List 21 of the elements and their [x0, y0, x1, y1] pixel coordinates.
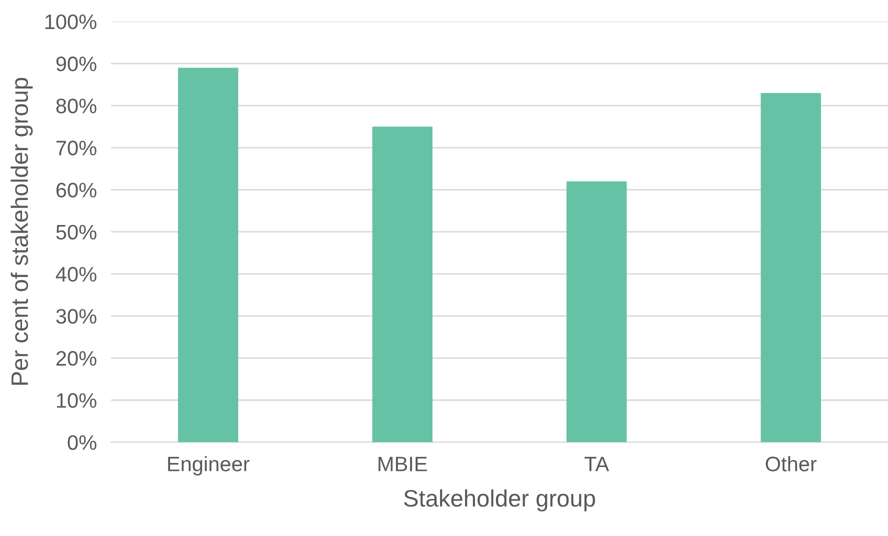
y-tick-label: 80% [56, 98, 96, 114]
y-tick-label: 90% [56, 56, 96, 72]
y-axis-title: Per cent of stakeholder group [10, 78, 33, 385]
bar [178, 68, 238, 442]
y-tick-label: 60% [56, 182, 96, 198]
x-tick-label: TA [584, 456, 610, 472]
x-tick-label: MBIE [378, 456, 427, 472]
y-tick-label: 40% [56, 266, 96, 282]
y-tick-label: 20% [56, 351, 96, 366]
y-tick-label: 70% [56, 140, 96, 156]
x-tick-label: Other [766, 456, 817, 472]
bar [566, 181, 627, 442]
x-axis-title: Stakeholder group [404, 489, 595, 512]
y-tick-label: 100% [45, 14, 96, 30]
y-tick-label: 0% [68, 435, 96, 450]
y-tick-label: 30% [56, 308, 96, 324]
y-tick-label: 50% [56, 224, 96, 240]
y-tick-label: 10% [57, 393, 96, 408]
bar [760, 92, 821, 442]
bar [372, 126, 432, 442]
x-tick-label: Engineer [168, 456, 250, 476]
